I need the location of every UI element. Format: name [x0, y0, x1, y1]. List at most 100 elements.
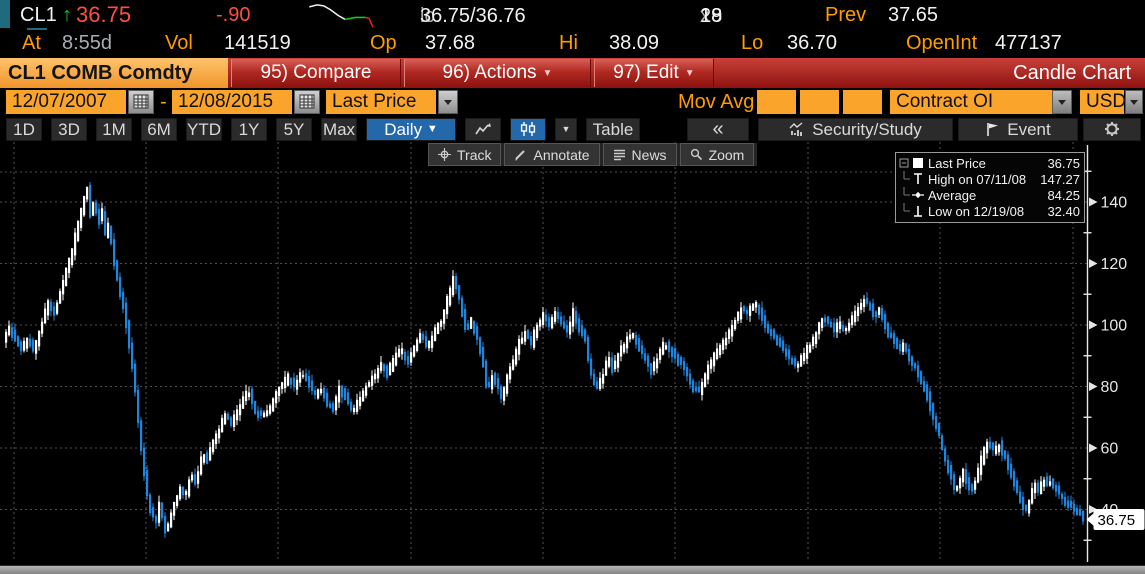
menu-button--actions[interactable]: 96) Actions ▼ — [404, 59, 591, 87]
range-button-max[interactable]: Max — [321, 117, 357, 141]
chevron-down-icon: ▼ — [561, 123, 571, 134]
menu-button--compare[interactable]: 95) Compare — [231, 59, 401, 87]
flag-icon — [987, 122, 999, 136]
start-date-calendar-button[interactable] — [128, 90, 154, 114]
calendar-icon — [299, 94, 315, 109]
security-study-button[interactable]: Security/Study — [758, 117, 953, 141]
study-chart-icon — [789, 122, 803, 136]
chart-tool-news[interactable]: News — [602, 143, 677, 166]
legend-label: Low on 12/19/08 — [928, 203, 1025, 219]
end-date-calendar-button[interactable] — [294, 90, 320, 114]
stat-label-hi: Hi — [559, 32, 578, 54]
price-type-dropdown-button[interactable] — [438, 90, 458, 114]
stat-label-vol: Vol — [165, 32, 193, 54]
chevron-down-icon: ▼ — [426, 122, 438, 135]
chevron-down-icon: ▼ — [542, 68, 553, 79]
legend-value: 147.27 — [1040, 171, 1080, 187]
y-axis-label-140: 140 — [1101, 195, 1128, 212]
collapse-button[interactable]: « — [687, 117, 749, 141]
y-axis-label-80: 80 — [1101, 379, 1119, 396]
legend-row-2[interactable]: High on 07/11/08 147.27 — [899, 171, 1080, 187]
currency-field[interactable]: USD — [1080, 90, 1126, 114]
mov-avg-label: Mov Avg — [678, 91, 755, 113]
prev-value: 37.65 — [888, 4, 939, 26]
legend-value: 32.40 — [1047, 203, 1080, 219]
y-axis-label-60: 60 — [1101, 441, 1119, 458]
date-range-separator: - — [160, 91, 167, 113]
chevron-down-icon: ▼ — [684, 68, 695, 79]
stat-label-op: Op — [370, 32, 397, 54]
gear-icon — [1105, 122, 1119, 136]
chevron-down-icon — [1130, 100, 1138, 109]
bottom-scrollbar[interactable] — [0, 565, 1145, 574]
settings-button[interactable] — [1083, 117, 1141, 141]
legend-row-4[interactable]: Low on 12/19/08 32.40 — [899, 203, 1080, 219]
range-button-1y[interactable]: 1Y — [231, 117, 267, 141]
chart-legend[interactable]: Last Price 36.75 High on 07/11/08 147.27 Ave… — [895, 152, 1085, 223]
legend-value: 84.25 — [1047, 187, 1080, 203]
stat-value-vol: 141519 — [224, 32, 291, 54]
chart-type-dropdown-button[interactable]: ▼ — [555, 117, 577, 141]
stat-label-lo: Lo — [741, 32, 764, 54]
y-axis-label-100: 100 — [1101, 318, 1128, 335]
stats-bar: At 8:55d Vol 141519 Op 37.68 Hi 38.09 Lo 36.70 Ope… — [0, 30, 1145, 58]
candle-chart-plot[interactable]: 14012010080604036.75 — [0, 142, 1145, 565]
magnifier-icon — [690, 148, 702, 160]
start-date-input[interactable]: 12/07/2007 — [6, 90, 126, 114]
chevron-down-icon — [1058, 100, 1066, 109]
mov-avg-input-1[interactable] — [757, 90, 796, 114]
chart-tool-annotate[interactable]: Annotate — [504, 143, 600, 166]
legend-label: Last Price — [928, 155, 986, 171]
range-button-3d[interactable]: 3D — [51, 117, 87, 141]
panel-indicator — [0, 0, 10, 28]
ticker-symbol: CL1 — [20, 4, 57, 26]
y-axis-label-120: 120 — [1101, 256, 1128, 273]
range-button-6m[interactable]: 6M — [141, 117, 177, 141]
candle-chart-button[interactable] — [510, 117, 546, 141]
pencil-icon — [515, 149, 526, 160]
currency-dropdown-button[interactable] — [1125, 90, 1143, 114]
menu-button--edit[interactable]: 97) Edit ▼ — [594, 59, 714, 87]
line-chart-button[interactable] — [465, 117, 501, 141]
chevron-down-icon — [444, 100, 452, 109]
high-marker — [914, 173, 922, 184]
legend-label: Average — [928, 187, 977, 203]
svg-text:36.75: 36.75 — [1098, 512, 1136, 529]
legend-tree-glyph — [903, 171, 910, 180]
prev-label: Prev — [825, 4, 867, 26]
price-type-field[interactable]: Last Price — [326, 90, 436, 114]
period-dropdown[interactable]: Daily ▼ — [366, 117, 456, 141]
overlay-field[interactable]: Contract OI — [890, 90, 1052, 114]
stat-label-openint: OpenInt — [906, 32, 978, 54]
table-button[interactable]: Table — [586, 117, 640, 141]
overlay-dropdown-button[interactable] — [1052, 90, 1072, 114]
chart-tool-zoom[interactable]: Zoom — [679, 143, 755, 166]
stat-value-op: 37.68 — [425, 32, 476, 54]
range-button-1d[interactable]: 1D — [6, 117, 42, 141]
stat-value-lo: 36.70 — [787, 32, 838, 54]
legend-tree-glyph — [903, 203, 910, 212]
range-button-1m[interactable]: 1M — [96, 117, 132, 141]
end-date-input[interactable]: 12/08/2015 — [172, 90, 292, 114]
crosshair-icon — [438, 147, 451, 161]
mov-avg-input-2[interactable] — [800, 90, 839, 114]
legend-row-1[interactable]: Last Price 36.75 — [899, 155, 1080, 171]
mov-avg-input-3[interactable] — [843, 90, 882, 114]
legend-value: 36.75 — [1047, 155, 1080, 171]
event-button[interactable]: Event — [958, 117, 1078, 141]
chart-type-title: Candle Chart — [1013, 62, 1131, 84]
swatch-square — [913, 158, 923, 168]
stat-value-hi: 38.09 — [609, 32, 660, 54]
up-arrow-icon: ↑ — [62, 4, 72, 26]
average-marker — [912, 191, 924, 199]
chart-tool-track[interactable]: Track — [428, 143, 502, 166]
stat-value-at: 8:55d — [62, 32, 113, 54]
stat-label-at: At — [22, 32, 41, 54]
security-tab[interactable]: CL1 COMB Comdty — [0, 58, 228, 88]
chart-area: 14012010080604036.75 TrackAnnotateNewsZo… — [0, 142, 1145, 565]
range-button-5y[interactable]: 5Y — [276, 117, 312, 141]
legend-tree-glyph[interactable] — [899, 155, 911, 171]
range-button-ytd[interactable]: YTD — [186, 117, 222, 141]
legend-row-3[interactable]: Average 84.25 — [899, 187, 1080, 203]
